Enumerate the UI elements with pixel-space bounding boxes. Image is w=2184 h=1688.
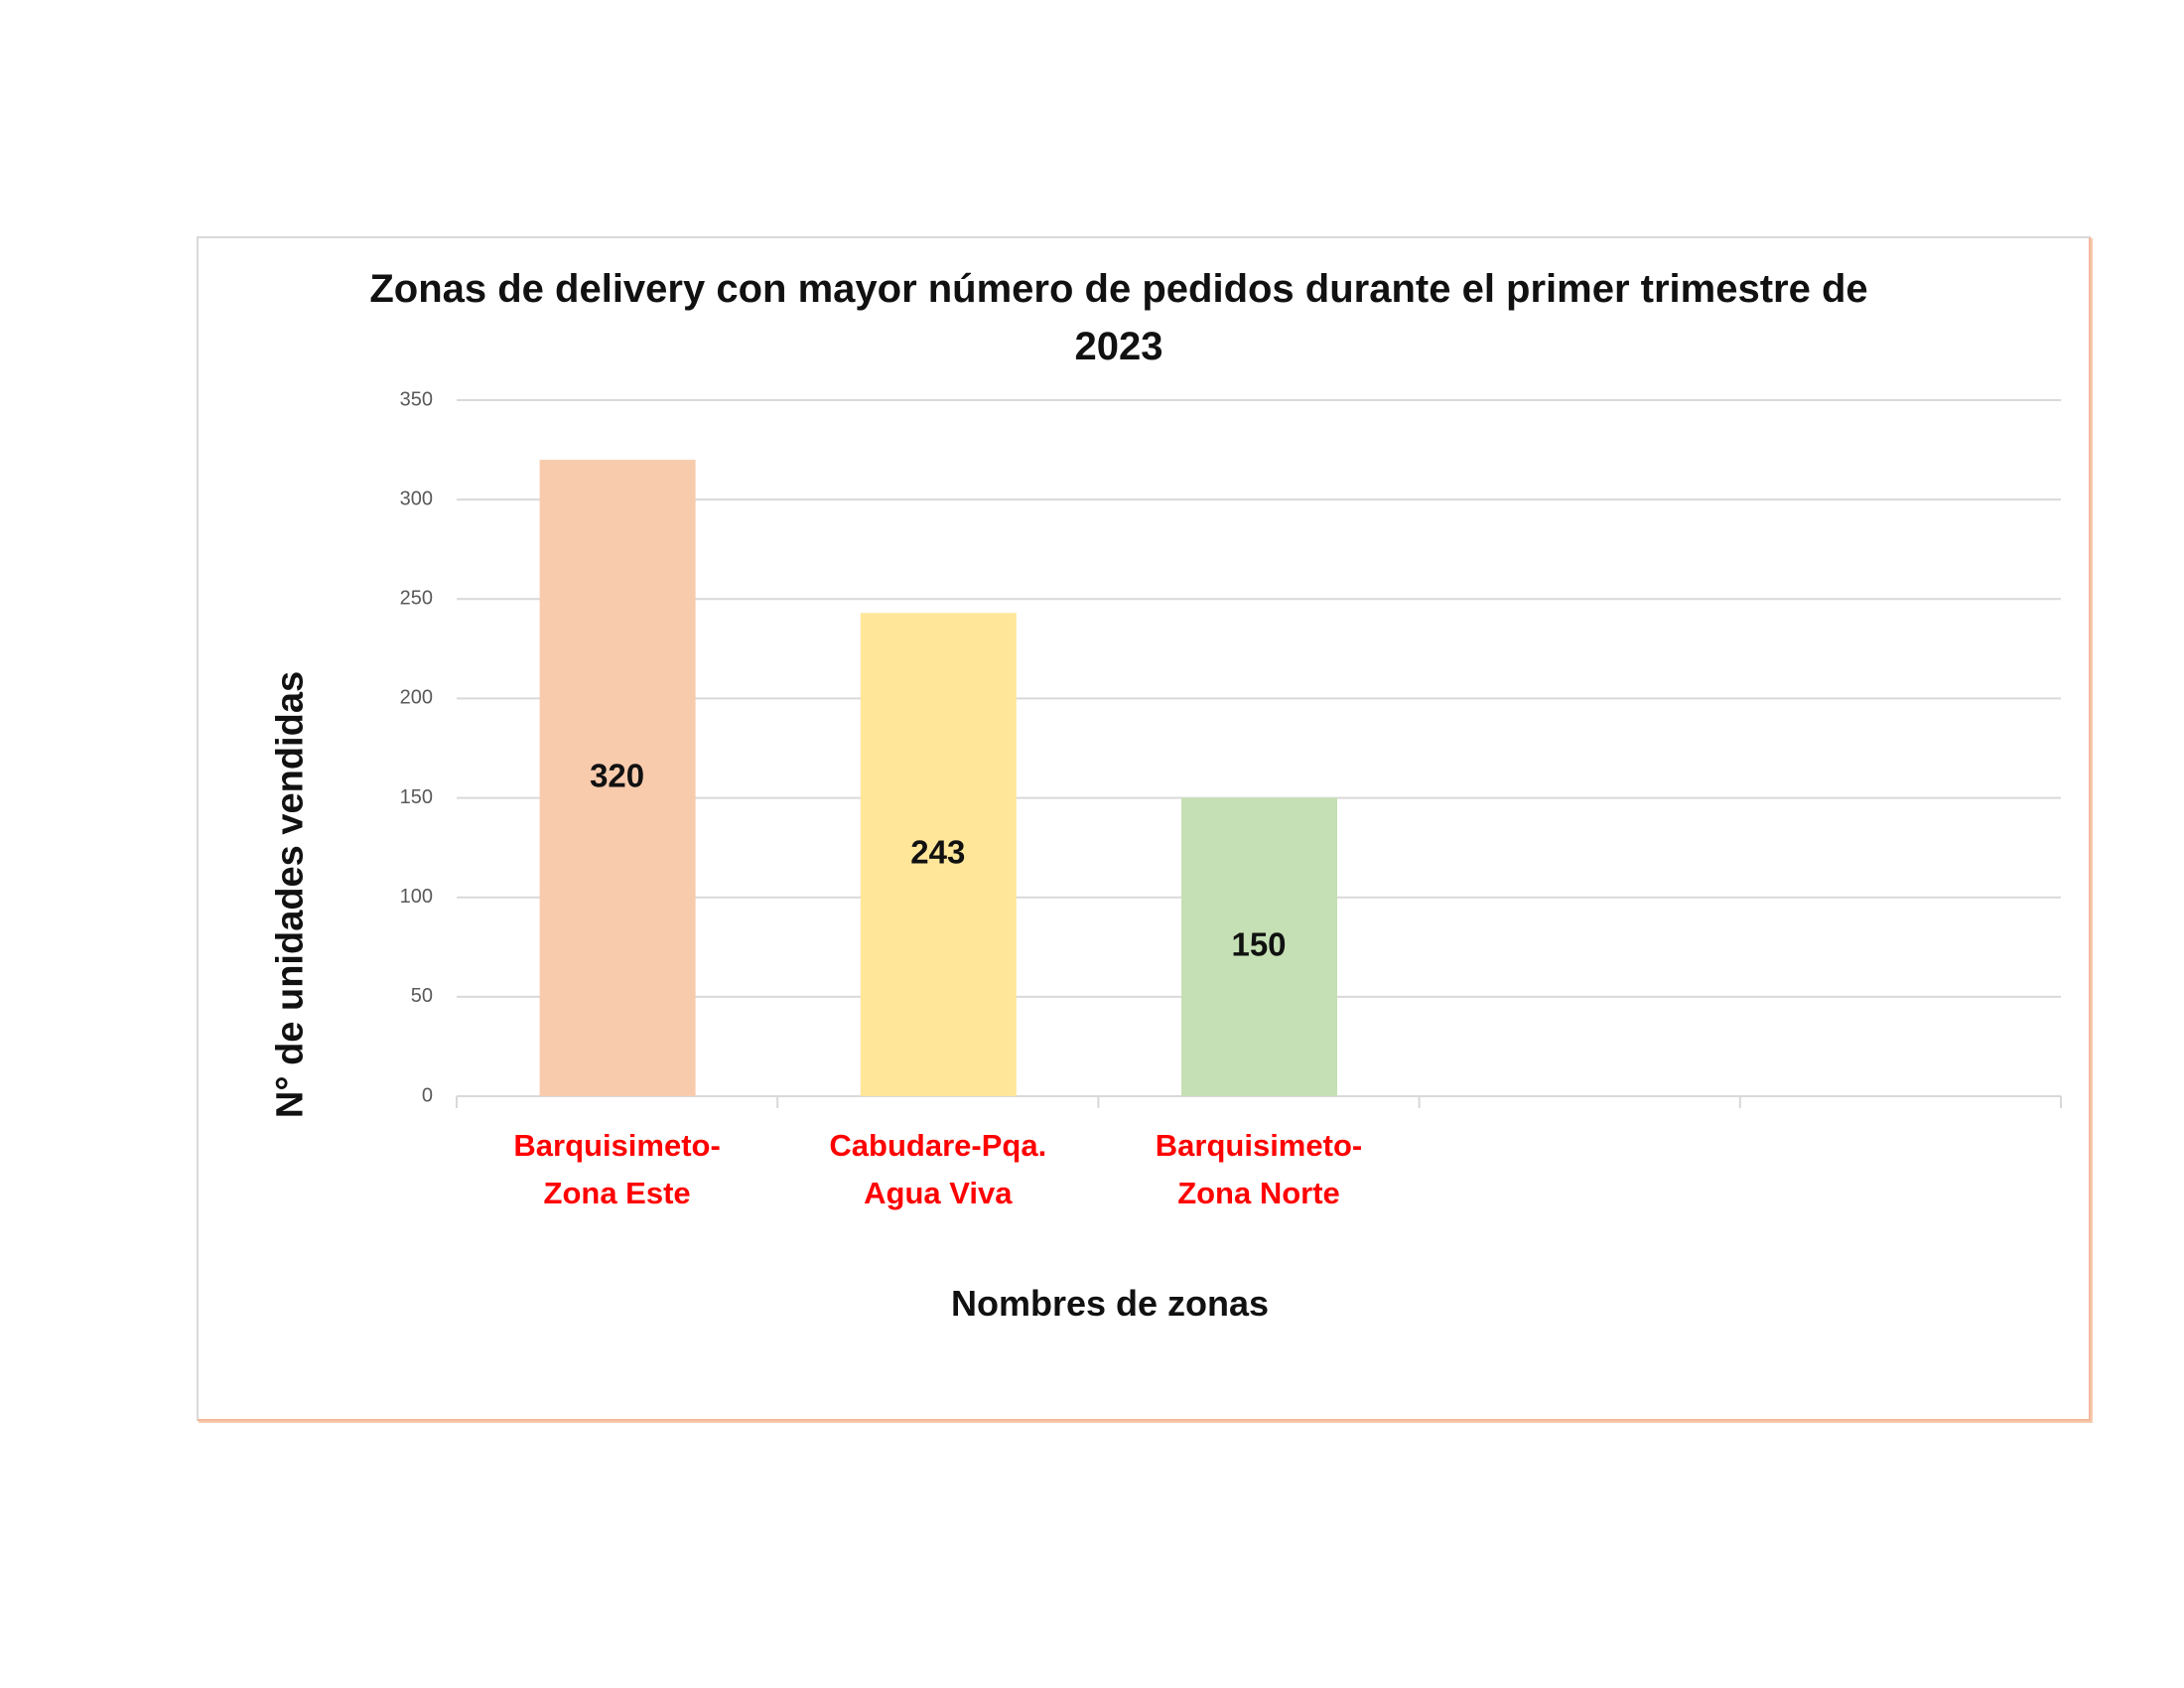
x-tick-label: Cabudare-Pqa. Agua Viva xyxy=(829,1128,1047,1210)
value-label: 150 xyxy=(1231,926,1286,963)
bar xyxy=(1181,797,1337,1096)
y-tick-label: 300 xyxy=(400,488,433,509)
bar xyxy=(860,613,1017,1096)
bar xyxy=(539,460,696,1097)
value-label: 320 xyxy=(590,757,644,793)
y-tick-label: 0 xyxy=(422,1084,433,1106)
value-label: 243 xyxy=(910,833,965,870)
y-tick-label: 350 xyxy=(400,388,433,410)
x-axis-label: Nombres de zonas xyxy=(950,1283,1270,1324)
y-tick-label: 200 xyxy=(400,687,433,709)
y-tick-label: 150 xyxy=(400,786,433,808)
x-tick-label: Barquisimeto-Zona Este xyxy=(513,1128,721,1210)
chart-title: Zonas de delivery con mayor número de pe… xyxy=(369,267,1868,368)
chart-frame xyxy=(197,236,2091,1421)
y-tick-label: 100 xyxy=(400,886,433,908)
x-tick-label: Barquisimeto-Zona Norte xyxy=(1155,1128,1363,1210)
y-tick-label: 250 xyxy=(400,588,433,610)
y-tick-label: 50 xyxy=(411,985,433,1007)
y-axis-label: N° de unidades vendidas xyxy=(269,670,312,1119)
